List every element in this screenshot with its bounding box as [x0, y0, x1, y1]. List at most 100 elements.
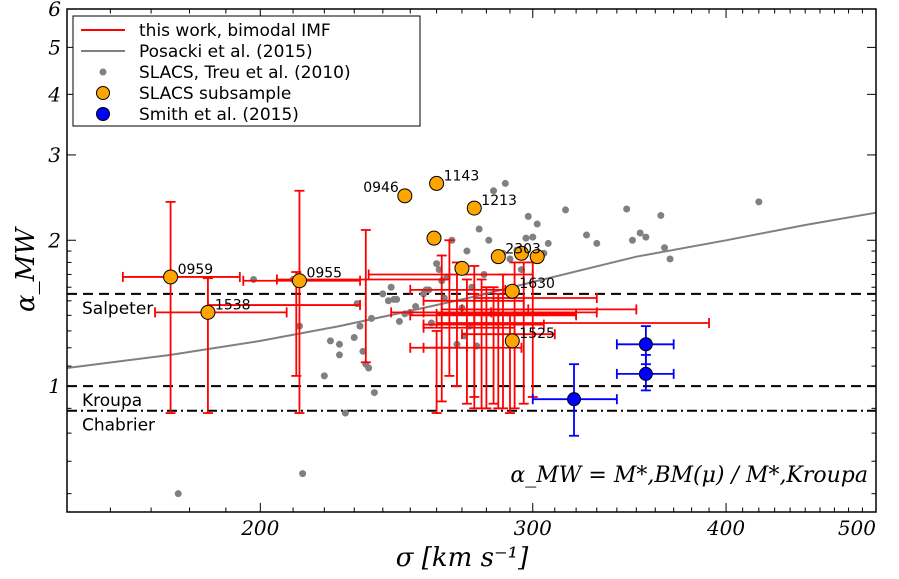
slacs-point [661, 244, 669, 252]
slacs-point [356, 322, 364, 330]
this-work-errorbar [422, 293, 545, 410]
slacs-point [174, 490, 182, 498]
slacs-point [335, 340, 343, 348]
legend-label: SLACS subsample [139, 84, 291, 104]
subsample-errorbar [121, 200, 241, 414]
this-work-errorbar [409, 330, 468, 414]
x-axis-label: σ [km s⁻¹] [396, 543, 529, 573]
plot-frame [66, 8, 877, 513]
point-label-1538: 1538 [215, 297, 251, 313]
slacs-point [490, 187, 498, 195]
y-tick-label: 1 [48, 374, 61, 398]
this-work-errorbar [461, 314, 556, 414]
refline-label-salpeter: Salpeter [82, 299, 153, 319]
y-tick-label: 2 [47, 228, 61, 252]
this-work-errorbar [435, 261, 710, 405]
slacs-point [370, 389, 378, 397]
slacs-point [320, 372, 328, 380]
slacs-point [393, 295, 401, 303]
legend-entry: SLACS subsample [96, 84, 291, 104]
slacs-subsample-point [490, 249, 506, 265]
slacs-point [593, 239, 601, 247]
slacs-subsample-point [429, 175, 445, 191]
legend-box [72, 15, 421, 127]
legend-entry: Smith et al. (2015) [96, 105, 299, 125]
slacs-point [636, 229, 644, 237]
point-label-1143: 1143 [444, 168, 480, 184]
slacs-point [642, 233, 650, 241]
slacs-point [341, 409, 349, 417]
this-work-errorbar [422, 293, 523, 410]
slacs-point [395, 317, 403, 325]
y-tick-label: 5 [48, 35, 61, 59]
slacs-subsample-point [466, 200, 482, 216]
legend-entry: SLACS, Treu et al. (2010) [99, 63, 351, 83]
slacs-subsample-point [504, 333, 520, 349]
x-tick-label: 500 [838, 516, 876, 540]
axes-layer: 200 300 400 500 1 2 3 4 5 6 [47, 0, 877, 540]
subsample-points-layer [163, 175, 545, 349]
slacs-point [755, 198, 763, 206]
slacs-subsample-point [504, 283, 520, 299]
slacs-subsample-point [454, 260, 470, 276]
slacs-point [299, 470, 307, 478]
this-work-errorbar [422, 273, 598, 410]
slacs-point [387, 283, 395, 291]
legend-label: SLACS, Treu et al. (2010) [139, 63, 351, 83]
legend-label: Smith et al. (2015) [139, 105, 299, 125]
legend-label: Posacki et al. (2015) [139, 42, 313, 62]
slacs-subsample-point [291, 273, 307, 289]
smith-point [567, 392, 582, 407]
legend-label: this work, bimodal IMF [139, 21, 331, 41]
y-tick-label: 3 [48, 143, 61, 167]
slacs-subsample-point [163, 269, 179, 285]
slacs-point [506, 255, 514, 263]
errorbar-layer [121, 189, 710, 414]
slacs-point [368, 314, 376, 322]
x-tick-label: 200 [240, 516, 279, 540]
slacs-point [326, 337, 334, 345]
slacs-point [379, 290, 387, 298]
point-label-1630: 1630 [519, 276, 555, 292]
point-label-2303: 2303 [505, 242, 541, 258]
point-label-1213: 1213 [481, 193, 517, 209]
slacs-point [475, 225, 483, 233]
point-label-1525: 1525 [519, 326, 555, 342]
slacs-point [544, 239, 552, 247]
slacs-point [350, 334, 358, 342]
slacs-point [533, 220, 541, 228]
refline-label-kroupa: Kroupa [82, 391, 142, 411]
point-label-0955: 0955 [306, 266, 342, 282]
this-work-errorbar [207, 271, 361, 377]
y-axis-label: α_MW [11, 226, 41, 312]
smith-points-layer [531, 325, 675, 437]
slacs-point [250, 275, 258, 283]
slacs-point [384, 297, 392, 305]
x-tick-label: 400 [706, 516, 745, 540]
point-label-0946: 0946 [363, 180, 399, 196]
subsample-errorbar [242, 189, 361, 414]
slacs-point [529, 233, 537, 241]
slacs-subsample-point [200, 304, 216, 320]
slacs-subsample-point [426, 230, 442, 246]
formula-annotation: α_MW = M*,BM(μ) / M*,Kroupa [510, 463, 868, 488]
x-tick-label: 300 [514, 516, 552, 540]
smith-point [638, 337, 653, 352]
slacs-point [583, 231, 591, 239]
slacs-points-layer [174, 179, 763, 498]
slacs-point [666, 255, 674, 263]
slacs-subsample-point [513, 245, 529, 261]
slacs-point [359, 347, 367, 355]
legend-entry: this work, bimodal IMF [81, 21, 331, 41]
y-tick-label: 6 [48, 0, 61, 21]
slacs-point [335, 351, 343, 359]
y-tick-label: 4 [47, 82, 61, 106]
slacs-point [623, 205, 631, 213]
slacs-point [628, 236, 636, 244]
point-label-0959: 0959 [178, 262, 214, 278]
slacs-point [524, 212, 532, 220]
slacs-point [522, 234, 530, 242]
